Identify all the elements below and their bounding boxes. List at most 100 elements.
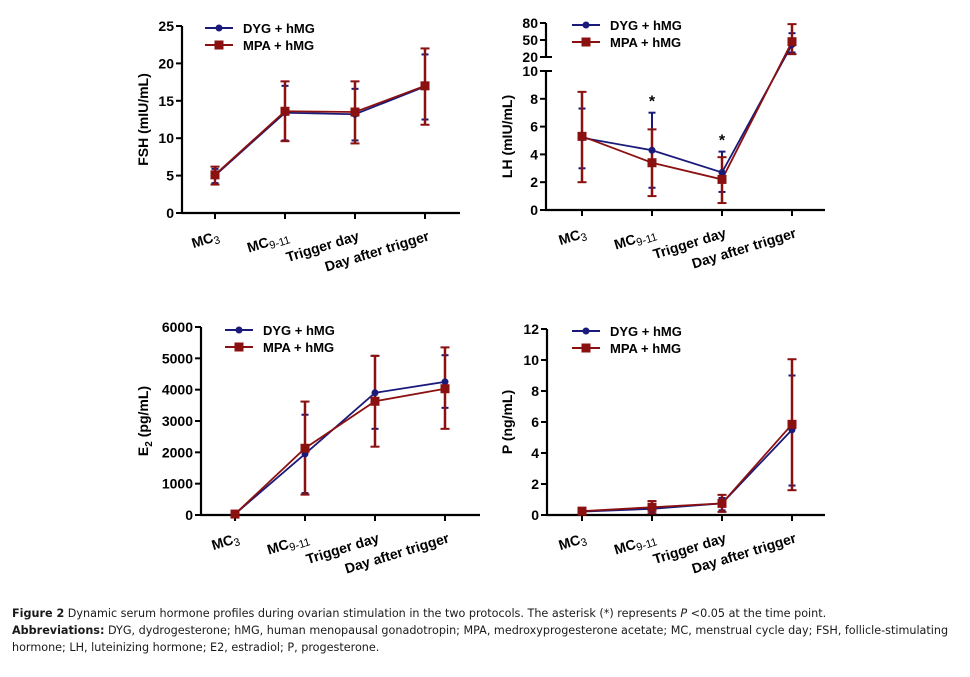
category-main: MC [265, 536, 291, 558]
y-tick-label: 6 [530, 119, 538, 135]
y-tick-label: 4000 [162, 382, 193, 398]
legend-square-marker [234, 342, 244, 352]
x-category-label: MC3 [210, 530, 242, 556]
legend-label: MPA + hMG [243, 38, 314, 53]
category-subscript: 3 [232, 536, 241, 549]
y-tick-label: 0 [166, 205, 174, 221]
y-tick-label: 10 [158, 130, 174, 146]
y-tick-label: 6000 [162, 319, 193, 335]
legend-label: MPA + hMG [610, 341, 681, 356]
x-category-label: MC3 [557, 225, 589, 251]
x-category-label: MC9-11 [612, 225, 659, 256]
category-subscript: 9-11 [635, 536, 659, 554]
x-category-label: MC9-11 [265, 530, 312, 561]
y-axis-label-main: LH (mIU/mL) [499, 95, 515, 178]
y-tick-label: 0 [531, 507, 539, 523]
data-point-mpa [717, 174, 727, 184]
series-line-mpa [234, 387, 446, 515]
category-subscript: 3 [579, 536, 588, 549]
series-line-mpa [581, 423, 793, 513]
data-point-mpa [647, 158, 657, 168]
legend-item-dyg: DYG + hMG [572, 18, 682, 33]
y-axis-label-main: FSH (mIU/mL) [135, 73, 151, 166]
category-subscript: 9-11 [288, 536, 312, 554]
legend-label: MPA + hMG [610, 35, 681, 50]
legend-item-mpa: MPA + hMG [572, 341, 681, 356]
legend-item-mpa: MPA + hMG [225, 340, 334, 355]
data-point-mpa [350, 107, 360, 117]
y-axis-label-unit: (pg/mL) [135, 386, 151, 441]
data-point-mpa [280, 106, 290, 116]
figure-caption-text: Dynamic serum hormone profiles during ov… [64, 607, 681, 620]
category-subscript: 9-11 [268, 234, 292, 252]
data-point-mpa [230, 509, 240, 519]
y-tick-label: 10 [522, 63, 538, 79]
y-axis-label: FSH (mIU/mL) [135, 73, 151, 166]
category-main: MC [245, 234, 271, 256]
y-axis-label: E2 (pg/mL) [135, 386, 155, 456]
legend-square-marker [581, 37, 591, 47]
category-subscript: 3 [212, 234, 221, 247]
series-line-mpa [214, 84, 426, 176]
legend-circle-marker [582, 327, 590, 335]
data-point-mpa [370, 396, 380, 406]
x-category-label: MC9-11 [245, 228, 292, 259]
category-subscript: 3 [579, 231, 588, 244]
y-tick-label: 8 [531, 383, 539, 399]
significance-asterisk: * [719, 133, 726, 150]
data-point-mpa [210, 170, 220, 180]
y-tick-label: 2000 [162, 444, 193, 460]
y-tick-label: 15 [158, 93, 174, 109]
category-main: MC [612, 231, 638, 253]
y-tick-label: 5 [166, 168, 174, 184]
y-axis-label-main: P (ng/mL) [499, 390, 515, 454]
y-tick-label: 2 [530, 174, 538, 190]
legend-label: DYG + hMG [610, 324, 682, 339]
data-point-dyg [371, 389, 379, 397]
legend-item-dyg: DYG + hMG [225, 323, 335, 338]
data-point-mpa [440, 384, 450, 394]
y-tick-label: 5000 [162, 350, 193, 366]
abbreviations-note: Abbreviations: DYG, dydrogesterone; hMG,… [12, 622, 962, 656]
data-point-mpa [577, 506, 587, 516]
data-point-dyg [718, 168, 726, 176]
y-tick-label: 1000 [162, 476, 193, 492]
category-main: MC [210, 531, 236, 553]
y-axis-label: LH (mIU/mL) [499, 95, 515, 178]
data-point-mpa [420, 81, 430, 91]
legend-item-mpa: MPA + hMG [205, 38, 314, 53]
legend-label: DYG + hMG [243, 21, 315, 36]
legend-item-mpa: MPA + hMG [572, 35, 681, 50]
y-tick-label: 6 [531, 414, 539, 430]
category-main: MC [557, 531, 583, 553]
legend-square-marker [581, 343, 591, 353]
legend-label: MPA + hMG [263, 340, 334, 355]
category-main: MC [612, 536, 638, 558]
y-tick-label: 4 [530, 146, 538, 162]
data-point-mpa [647, 502, 657, 512]
series-line-mpa [581, 41, 793, 181]
p-symbol: P [680, 607, 688, 620]
data-point-dyg [648, 146, 656, 154]
y-tick-label: 8 [530, 91, 538, 107]
y-tick-label: 10 [523, 352, 539, 368]
legend-item-dyg: DYG + hMG [205, 21, 315, 36]
y-tick-label: 2 [531, 476, 539, 492]
y-tick-label: 0 [530, 202, 538, 218]
data-point-mpa [787, 37, 797, 47]
data-point-mpa [577, 131, 587, 141]
category-main: MC [190, 229, 216, 251]
y-axis-label: P (ng/mL) [499, 390, 515, 454]
y-tick-label: 20 [158, 55, 174, 71]
legend-circle-marker [235, 326, 243, 334]
y-axis-label-main: E [135, 447, 151, 456]
legend-square-marker [214, 40, 224, 50]
legend-item-dyg: DYG + hMG [572, 324, 682, 339]
data-point-dyg [441, 378, 449, 386]
abbreviations-text: DYG, dydrogesterone; hMG, human menopaus… [12, 624, 949, 654]
x-category-label: MC9-11 [612, 530, 659, 561]
